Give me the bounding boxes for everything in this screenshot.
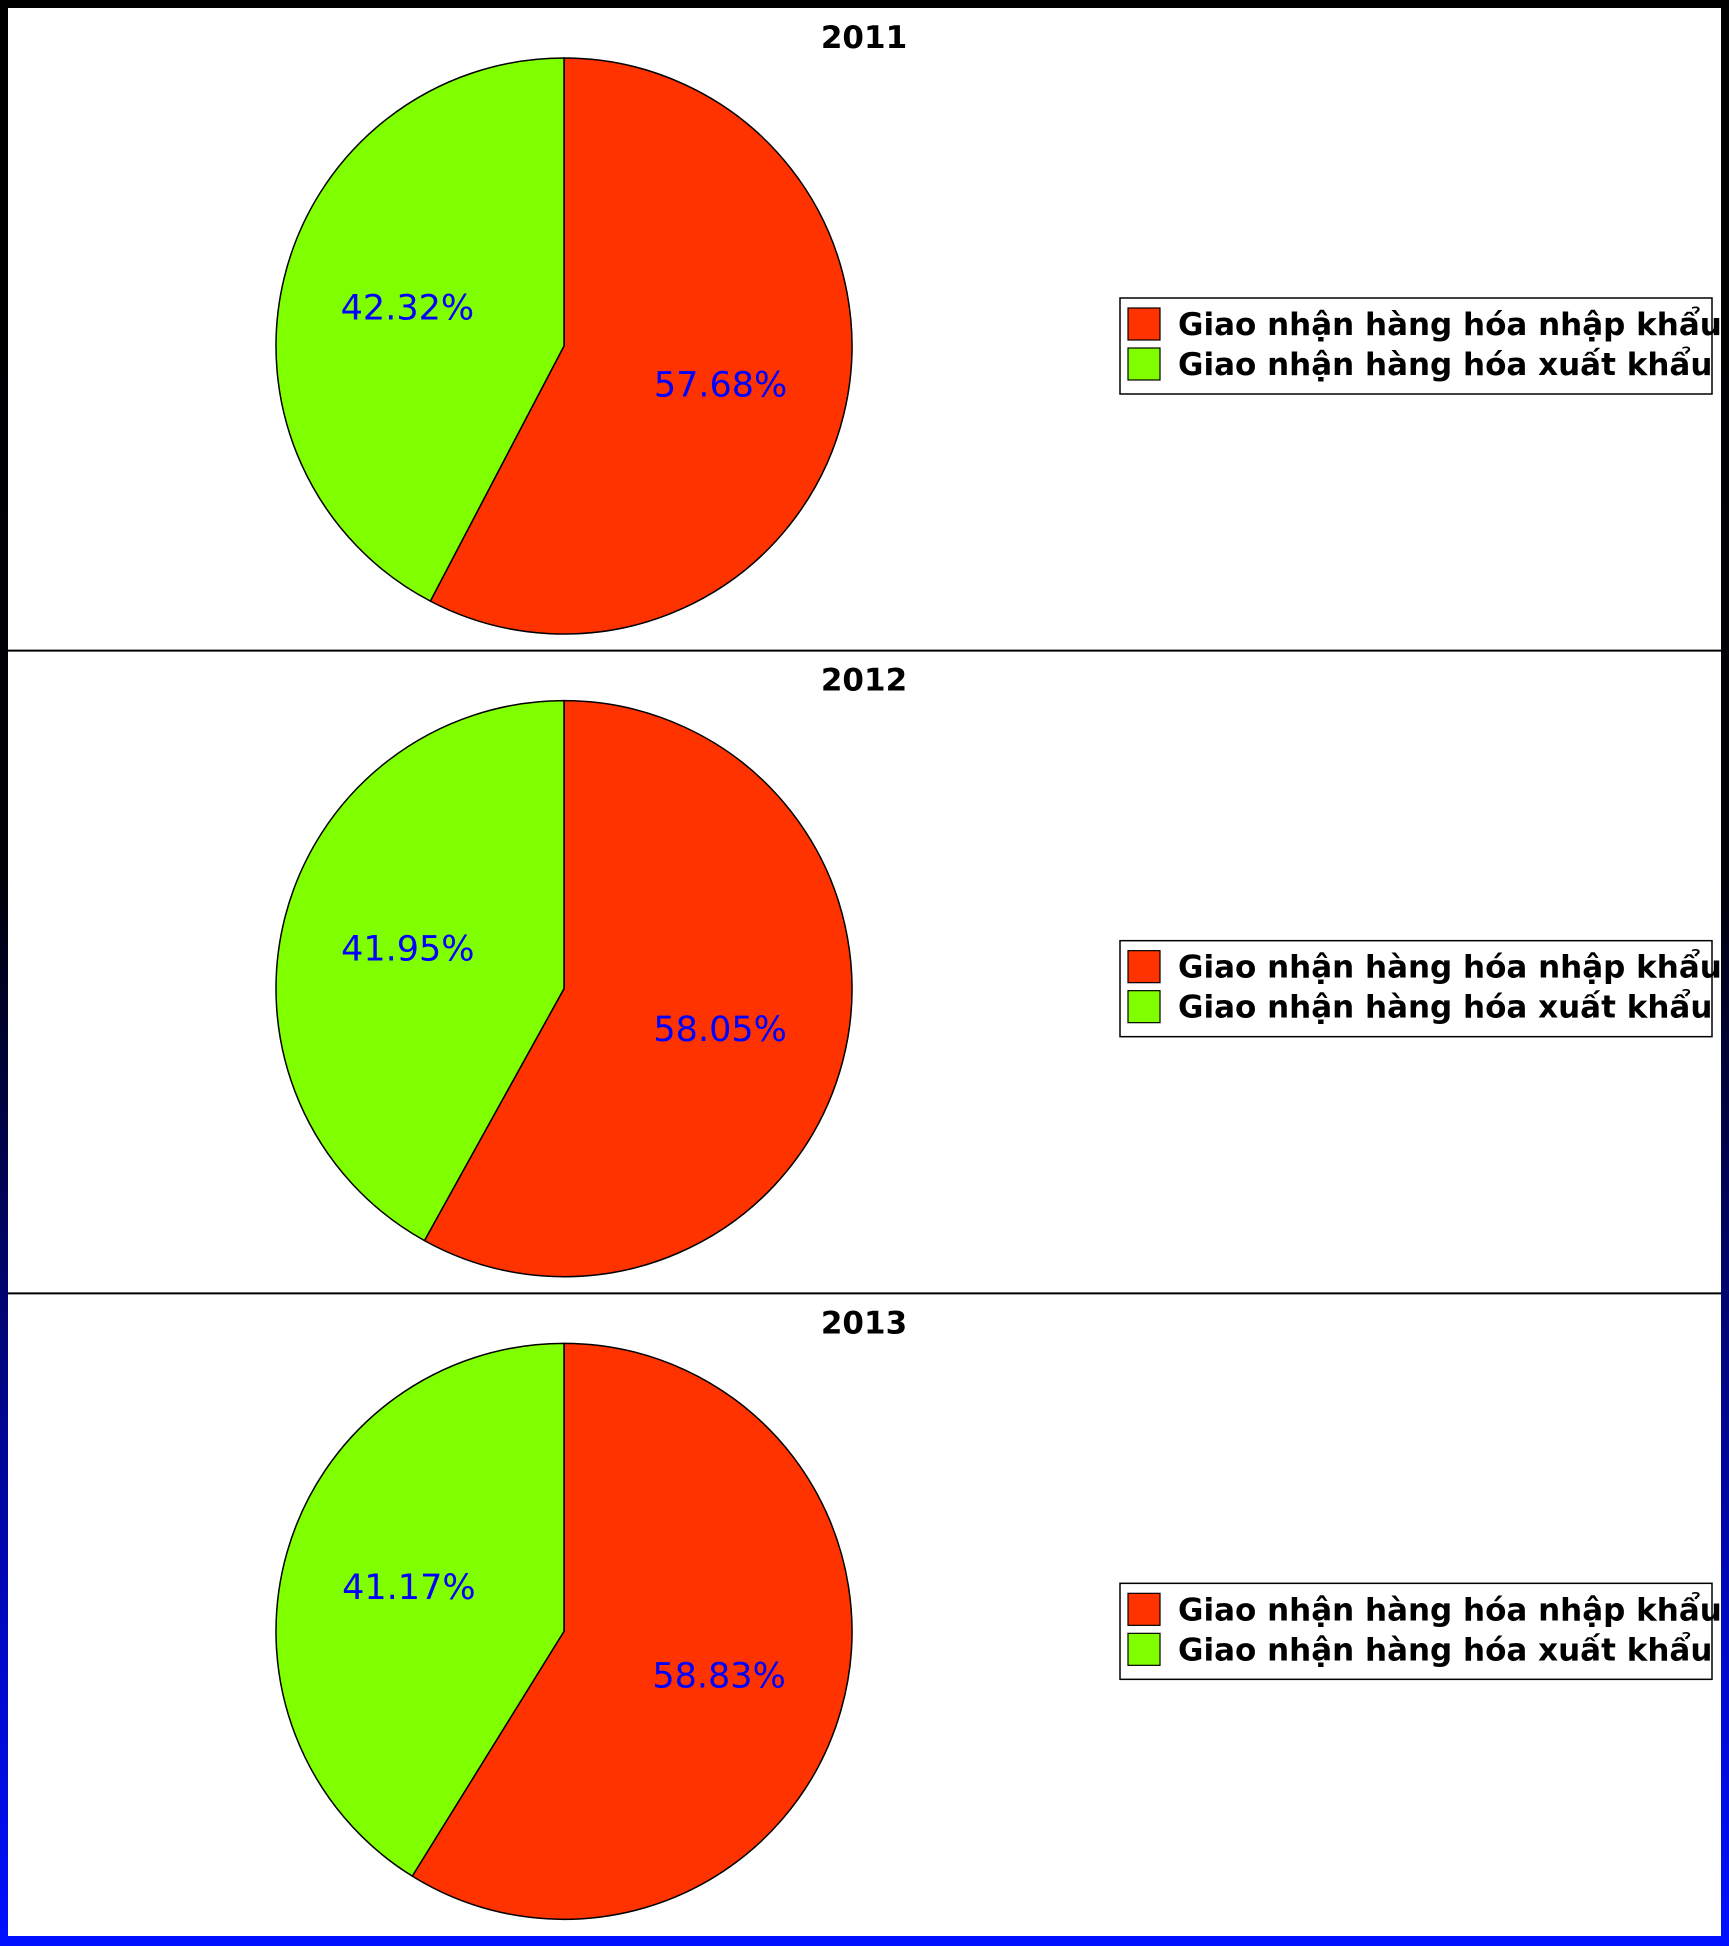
legend-swatch-2013-2 [1127, 1632, 1161, 1666]
slice-label-2012-2: 41.95% [341, 929, 474, 969]
chart-title-2013: 2013 [821, 1305, 907, 1341]
legend-box-2013 [1119, 1582, 1713, 1681]
legend-label-2012-2: Giao nhận hàng hóa xuất khẩu [1178, 990, 1712, 1026]
slice-label-2012-1: 58.05% [653, 1010, 786, 1050]
legend-swatch-2012-2 [1127, 990, 1161, 1024]
legend-label-2011-2: Giao nhận hàng hóa xuất khẩu [1178, 347, 1712, 383]
slice-label-2011-1: 57.68% [654, 366, 787, 406]
legend-label-2013-1: Giao nhận hàng hóa nhập khẩu [1178, 1592, 1722, 1628]
legend-swatch-2011-2 [1127, 347, 1161, 381]
chart-title-2011: 2011 [821, 20, 907, 56]
pie-slice-2011-1 [429, 57, 853, 635]
pie-slice-2011-2 [275, 57, 565, 603]
legend-box-2012 [1119, 939, 1713, 1038]
pie-slice-2012-2 [275, 699, 565, 1242]
pie-slice-2013-1 [411, 1342, 853, 1921]
legend-label-2011-1: Giao nhận hàng hóa nhập khẩu [1178, 307, 1722, 343]
slice-label-2011-2: 42.32% [341, 288, 474, 328]
legend-swatch-2013-1 [1127, 1592, 1161, 1626]
legend-swatch-2012-1 [1127, 950, 1161, 984]
slice-label-2013-1: 58.83% [652, 1657, 785, 1697]
chart-title-2012: 2012 [821, 663, 907, 699]
legend-box-2011 [1119, 297, 1713, 395]
pie-slice-2012-1 [423, 699, 853, 1278]
legend-swatch-2011-1 [1127, 307, 1161, 341]
pie-slice-2013-2 [275, 1342, 565, 1878]
legend-label-2012-1: Giao nhận hàng hóa nhập khẩu [1178, 950, 1722, 986]
legend-label-2013-2: Giao nhận hàng hóa xuất khẩu [1178, 1632, 1712, 1668]
slice-label-2013-2: 41.17% [342, 1568, 475, 1608]
